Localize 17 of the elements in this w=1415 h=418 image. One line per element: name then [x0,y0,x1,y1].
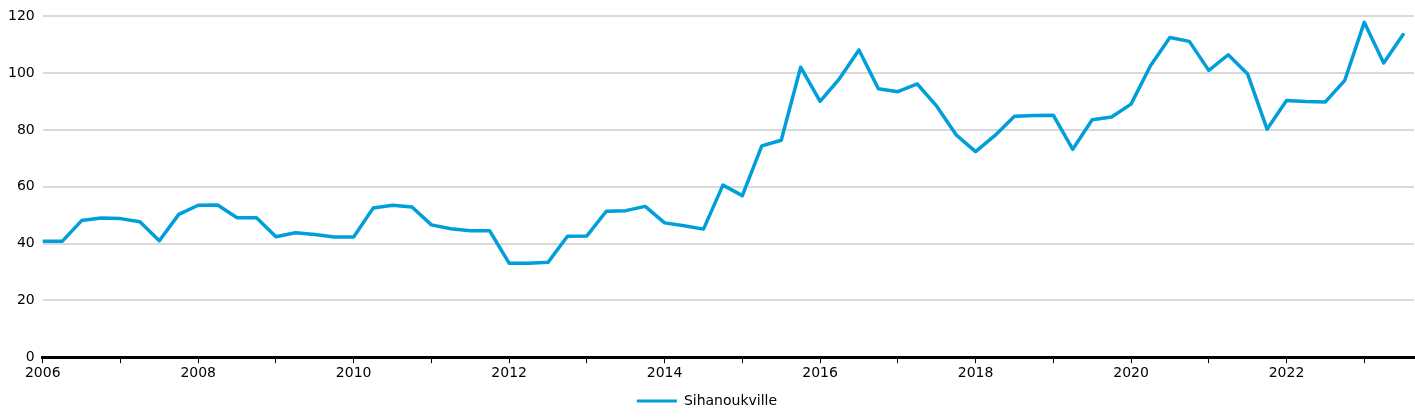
x-tick-label: 2014 [646,364,683,381]
x-tick-label: 2010 [335,364,372,381]
x-tick-label: 2006 [24,364,61,381]
y-tick-label: 120 [7,7,35,24]
y-tick-label: 60 [16,177,35,194]
y-tick-label: 80 [16,120,35,137]
x-tick-label: 2022 [1268,364,1305,381]
x-tick-label: 2018 [957,364,994,381]
y-tick-label: 20 [16,291,35,308]
legend-label: Sihanoukville [683,391,778,408]
x-tick-label: 2016 [802,364,838,381]
x-tick-label: 2012 [491,364,527,381]
y-tick-label: 40 [16,234,35,251]
y-tick-label: 100 [7,63,35,80]
x-tick-label: 2020 [1113,364,1149,381]
y-tick-label: 0 [25,347,35,364]
x-tick-label: 2008 [180,364,217,381]
